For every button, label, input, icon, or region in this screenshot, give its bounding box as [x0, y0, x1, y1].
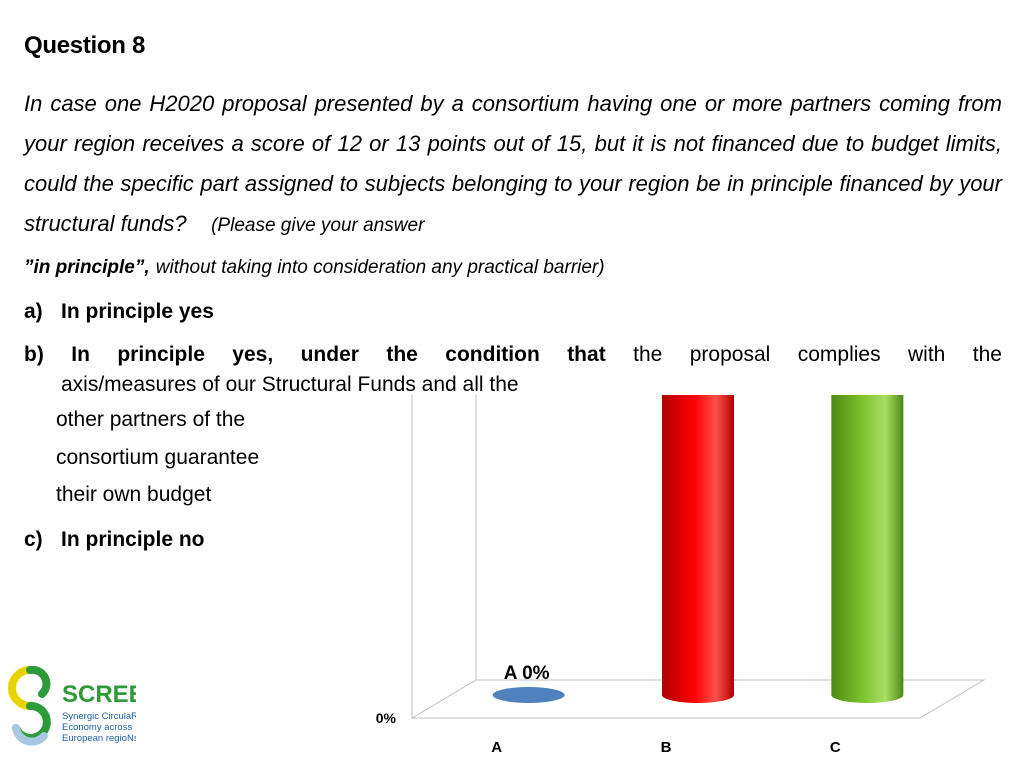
data-label-A: A 0% — [504, 663, 550, 684]
logo-wordmark: SCREEN — [62, 681, 136, 708]
logo-tagline-2: Economy across — [62, 722, 132, 733]
slide-title: Question 8 — [24, 32, 146, 59]
question-text: In case one H2020 proposal presented by … — [24, 84, 1002, 288]
chart-floor — [410, 679, 986, 719]
option-b-line-1: b) In principle yes, under the condition… — [24, 340, 1002, 370]
option-a-text: In principle yes — [61, 300, 214, 323]
logo-tagline-1: Synergic CirculaR — [62, 711, 136, 722]
option-b: b) In principle yes, under the condition… — [24, 340, 1002, 400]
option-c-text: In principle no — [61, 528, 205, 551]
option-c: c) In principle no — [24, 528, 205, 552]
screen-logo: SCREEN Synergic CirculaR Economy across … — [8, 666, 136, 746]
option-a: a) In principle yes — [24, 300, 214, 324]
option-b-line-2: axis/measures of our Structural Funds an… — [61, 373, 519, 396]
bar-chart: 0%10%20%30%40%50%60%70%A 0%AB 64%BC 36%C — [376, 395, 986, 756]
bar-body-B — [662, 395, 734, 703]
option-b-bold: In principle yes, under the condition th… — [71, 343, 606, 366]
option-c-label: c) — [24, 528, 43, 551]
option-b-continued-2: consortium guarantee — [56, 446, 260, 469]
logo-tagline-3: European regioNs — [62, 733, 136, 744]
bar-A — [492, 687, 565, 703]
question-note: (Please give your answer — [211, 215, 425, 236]
question-main: In case one H2020 proposal presented by … — [24, 91, 1002, 236]
x-tick-label: A — [491, 739, 502, 756]
logo-icon — [8, 666, 51, 746]
y-tick-label: 0% — [376, 710, 397, 726]
option-b-continued-1: other partners of the — [56, 408, 246, 431]
option-b-continued-3: their own budget — [56, 483, 212, 506]
bar-body-C — [831, 395, 904, 703]
x-tick-label: B — [661, 739, 672, 756]
option-b-label: b) — [24, 343, 44, 366]
question-note-end: without taking into consideration any pr… — [155, 257, 605, 278]
x-tick-label: C — [830, 739, 841, 756]
question-note-bold: ”in principle”, — [24, 257, 150, 278]
option-a-label: a) — [24, 300, 43, 323]
option-b-rest: the proposal complies with the — [633, 343, 1002, 366]
